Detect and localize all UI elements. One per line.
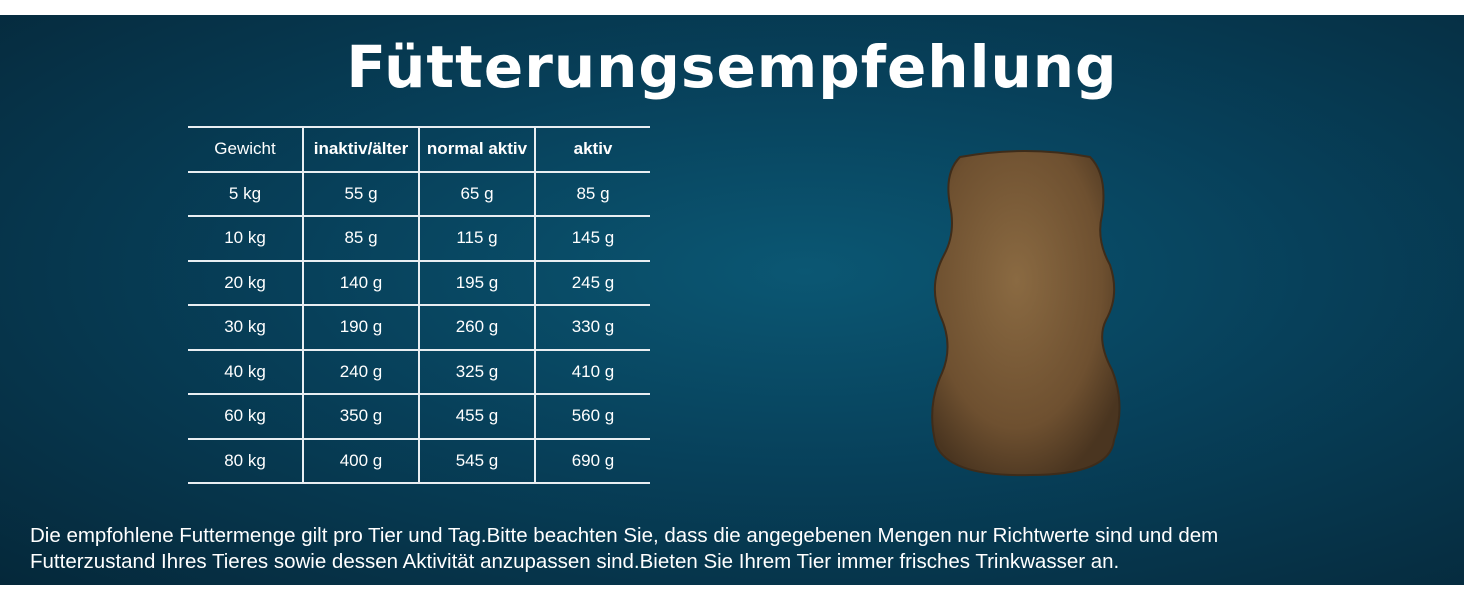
- cell: 195 g: [418, 259, 535, 306]
- cell: 60 kg: [188, 393, 303, 440]
- header-row: Gewicht inaktiv/älter normal aktiv aktiv: [188, 126, 650, 173]
- cell: 85 g: [534, 170, 650, 217]
- table-row: 80 kg 400 g 545 g 690 g: [188, 437, 650, 484]
- cell: 80 kg: [188, 437, 303, 484]
- cell: 400 g: [302, 437, 419, 484]
- table-row: 30 kg 190 g 260 g 330 g: [188, 304, 650, 351]
- footer-note: Die empfohlene Futtermenge gilt pro Tier…: [30, 524, 1219, 573]
- cell: 410 g: [534, 348, 650, 395]
- cell: 55 g: [302, 170, 419, 217]
- cell: 5 kg: [188, 170, 303, 217]
- cell: 10 kg: [188, 215, 303, 262]
- cell: 145 g: [534, 215, 650, 262]
- cell: 190 g: [302, 304, 419, 351]
- cell: 85 g: [302, 215, 419, 262]
- title: Fütterungsempfehlung: [346, 33, 1118, 101]
- cell: 65 g: [418, 170, 535, 217]
- table-row: 20 kg 140 g 195 g 245 g: [188, 259, 650, 306]
- header-cell: inaktiv/älter: [302, 126, 419, 173]
- header-cell: aktiv: [534, 126, 650, 173]
- cell: 690 g: [534, 437, 650, 484]
- cell: 545 g: [418, 437, 535, 484]
- table-row: 40 kg 240 g 325 g 410 g: [188, 348, 650, 395]
- cell: 325 g: [418, 348, 535, 395]
- table-row: 10 kg 85 g 115 g 145 g: [188, 215, 650, 262]
- cell: 240 g: [302, 348, 419, 395]
- feeding-table: Gewicht inaktiv/älter normal aktiv aktiv 5 k…: [188, 126, 650, 484]
- cell: 560 g: [534, 393, 650, 440]
- cell: 350 g: [302, 393, 419, 440]
- header-cell: Gewicht: [188, 126, 303, 173]
- header-cell: normal aktiv: [418, 126, 535, 173]
- cell: 140 g: [302, 259, 419, 306]
- banner: Fütterungsempfehlung Gewicht inaktiv/älte…: [0, 15, 1464, 585]
- table-row: 60 kg 350 g 455 g 560 g: [188, 393, 650, 440]
- cell: 455 g: [418, 393, 535, 440]
- table-row: 5 kg 55 g 65 g 85 g: [188, 170, 650, 217]
- cell: 115 g: [418, 215, 535, 262]
- cell: 20 kg: [188, 259, 303, 306]
- cell: 260 g: [418, 304, 535, 351]
- kibble-image: [931, 150, 1121, 477]
- cell: 30 kg: [188, 304, 303, 351]
- cell: 245 g: [534, 259, 650, 306]
- kibble: [931, 150, 1121, 477]
- cell: 330 g: [534, 304, 650, 351]
- cell: 40 kg: [188, 348, 303, 395]
